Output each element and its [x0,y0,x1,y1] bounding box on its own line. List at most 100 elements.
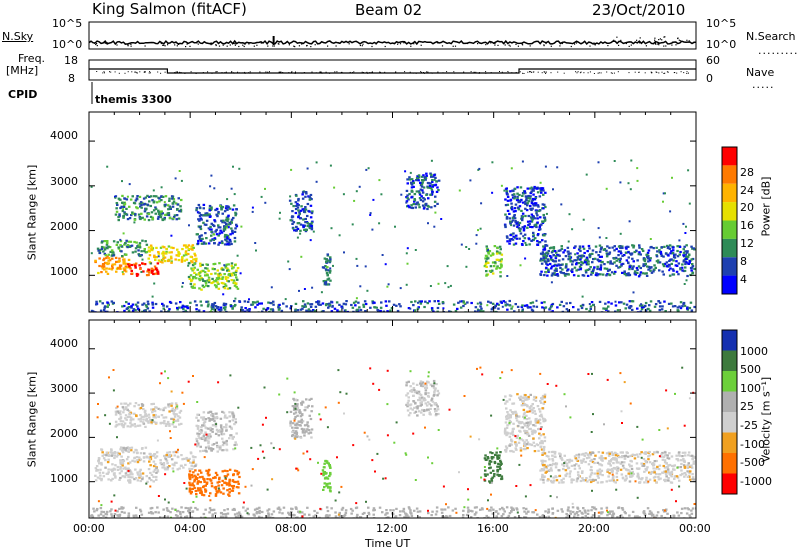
power-echo-cell [518,229,522,232]
power-echo-cell [359,308,363,312]
power-echo-cell [211,281,215,284]
power-echo-cell [553,260,556,263]
power-echo-cell [436,202,439,205]
velocity-echo-cell [294,426,297,429]
velocity-echo-cell [628,463,631,466]
velocity-echo-cell [488,460,492,463]
velocity-echo-cell [624,474,628,478]
power-echo-cell [204,282,208,285]
power-echo-cell [496,266,499,269]
nave-point [242,72,244,74]
power-echo-cell [510,238,513,241]
power-echo-cell [580,261,583,264]
velocity-echo-cell [238,475,241,479]
nsearch-point [522,44,524,46]
velocity-echo-cell [530,443,534,447]
velocity-echo-cell [568,472,572,475]
power-echo-cell [536,214,539,217]
power-echo-cell [668,259,671,262]
velocity-echo-cell [233,443,236,447]
power-echo-cell [234,273,237,276]
power-scatter-cell [463,302,466,305]
power-echo-cell [152,200,156,203]
power-echo-cell [508,212,511,215]
velocity-echo-cell [525,396,528,399]
power-echo-cell [613,249,616,252]
power-echo-cell [628,264,632,267]
velocity-echoes [90,366,696,518]
velocity-echo-cell [504,449,507,452]
power-echo-cell [621,245,624,248]
nsearch-point [226,45,228,47]
power-echo-cell [533,187,536,190]
power-echo-cell [246,309,249,312]
power-scatter-cell [303,288,306,290]
velocity-echo-cell [488,480,491,483]
nsearch-point [242,44,244,46]
velocity-echo-cell [665,454,668,457]
velocity-echo-cell [492,469,495,472]
power-echo-cell [530,239,533,242]
power-echo-cell [614,304,618,307]
velocity-echo-cell [133,456,136,459]
velocity-echo-cell [424,389,428,392]
power-echo-cell [228,207,232,210]
power-echo-cell [223,226,227,229]
power-echo-cell [693,267,696,271]
power-echo-cell [189,274,193,277]
velocity-echo-cell [656,465,659,468]
power-echo-cell [213,220,217,223]
power-echo-cell [423,305,426,309]
power-scatter-cell [430,159,433,162]
power-echo-cell [421,204,425,207]
power-echo-cell [505,190,509,193]
power-echo-cell [532,204,536,207]
velocity-echo-cell [194,475,197,478]
velocity-echo-cell [176,451,179,454]
velocity-echo-cell [504,445,508,448]
power-echo-cell [232,204,236,207]
power-echo-cell [412,203,415,206]
power-scatter-cell [128,183,131,186]
power-echo-cell [202,310,206,312]
power-scatter-cell [222,293,225,296]
velocity-echo-cell [638,481,642,484]
power-echo-cell [122,262,125,265]
power-echo-cell [682,269,686,273]
power-echo-cell [510,202,513,205]
power-echo-cell [211,305,215,308]
power-echo-cell [229,274,232,277]
velocity-echo-cell [202,494,206,497]
velocity-echo-cell [211,415,215,418]
power-echo-cell [662,255,665,258]
power-echo-cell [231,306,234,309]
power-echo-cell [326,266,329,269]
power-echo-cell [141,239,144,242]
power-echo-cell [585,263,589,266]
power-echo-cell [419,181,422,184]
velocity-echo-cell [522,415,525,418]
velocity-echo-cell [113,472,116,475]
velocity-echo-cell [633,457,637,460]
power-echo-cell [552,247,556,250]
power-echo-cell [479,302,483,305]
velocity-echo-cell [533,430,537,433]
power-echo-cell [178,210,181,213]
power-scatter-cell [90,252,93,255]
velocity-echo-cell [289,410,293,413]
velocity-echo-cell [133,423,136,426]
velocity-echo-cell [642,458,646,461]
velocity-echo-cell [327,462,330,465]
velocity-echo-cell [655,481,658,484]
power-echo-cell [303,210,306,213]
velocity-echo-cell [223,481,226,484]
power-echo-cell [555,269,558,272]
power-echo-cell [679,250,682,254]
velocity-echo-cell [522,404,526,407]
velocity-echo-cell [148,416,151,419]
power-echo-cell [533,198,537,201]
power-echo-cell [225,225,229,228]
velocity-echo-cell [121,462,125,465]
power-echo-cell [415,190,419,193]
power-echo-cell [513,207,517,210]
